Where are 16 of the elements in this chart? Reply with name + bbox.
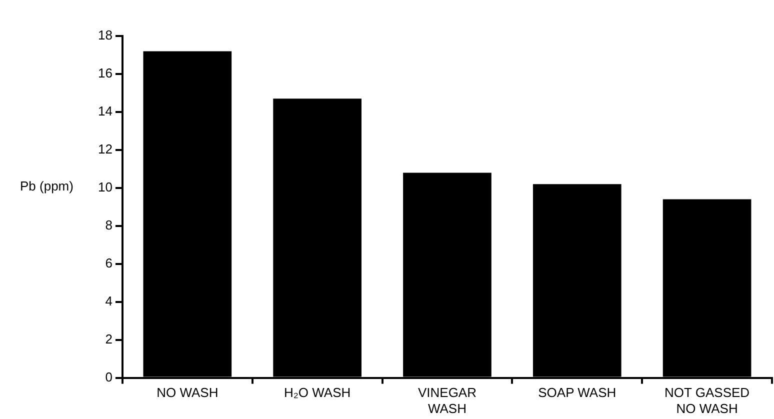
x-tick-label: SOAP WASH [538, 385, 616, 400]
y-tick-label: 18 [98, 28, 112, 43]
y-tick-label: 10 [98, 179, 112, 194]
x-tick-label: VINEGAR WASH [418, 385, 476, 416]
y-axis-title: Pb (ppm) [20, 178, 74, 194]
y-tick-label: 0 [105, 369, 112, 384]
x-tick-label: NO WASH [156, 385, 218, 400]
y-tick-label: 6 [105, 255, 112, 270]
y-tick-label: 12 [98, 142, 112, 157]
y-tick-label: 14 [98, 104, 112, 119]
y-tick-label: 8 [105, 217, 112, 232]
y-tick-label: 4 [105, 293, 112, 308]
x-tick-label: NOT GASSED NO WASH [664, 385, 750, 416]
y-tick-label: 2 [105, 331, 112, 346]
y-tick-label: 16 [98, 66, 112, 81]
x-tick-label: H₂O WASH [284, 385, 351, 400]
